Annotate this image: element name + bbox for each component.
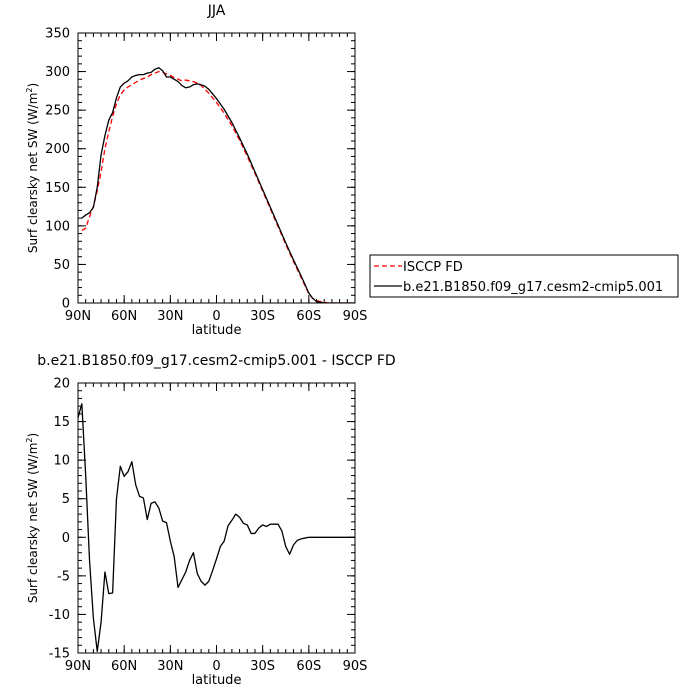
y-tick-label: 300 xyxy=(45,65,70,80)
y-tick-label: -5 xyxy=(57,569,70,584)
y-axis-label-main: Surf clearsky net SW (W/m xyxy=(26,443,40,604)
x-tick-label: 90N xyxy=(65,659,91,674)
y-axis-label-close: ) xyxy=(26,433,40,438)
bottom-panel-difference: 90N 60N 30N 0 30S 60S 90S -15 -10 -5 0 5 10 15 20 b.e21… xyxy=(25,353,396,688)
x-tick-label: 90S xyxy=(343,309,368,324)
y-axis-label-main: Surf clearsky net SW (W/m xyxy=(26,93,40,254)
y-axis-label: Surf clearsky net SW (W/m2) xyxy=(25,433,40,603)
series-line-b-e21-b1850-f09-g17-cesm2-cmip5-001 xyxy=(81,67,355,303)
x-tick-label: 60S xyxy=(296,659,321,674)
plot-frame xyxy=(77,382,356,654)
y-tick-label: -15 xyxy=(49,647,70,662)
chart-title: JJA xyxy=(207,3,226,19)
y-axis-label-superscript: 2 xyxy=(25,88,34,93)
x-tick-label: 90N xyxy=(65,309,91,324)
x-tick-label: 0 xyxy=(212,659,220,674)
y-tick-label: 20 xyxy=(53,377,70,392)
y-tick-label: 0 xyxy=(62,531,70,546)
y-tick-label: 150 xyxy=(45,181,70,196)
legend-entry-label: ISCCP FD xyxy=(403,260,463,275)
y-tick-label: 350 xyxy=(45,27,70,42)
y-axis-label-superscript: 2 xyxy=(25,438,34,443)
x-tick-label: 30S xyxy=(250,309,275,324)
series-line-difference xyxy=(78,403,355,653)
y-tick-label: 50 xyxy=(53,258,70,273)
y-axis-label-close: ) xyxy=(26,83,40,88)
x-tick-label: 30N xyxy=(157,309,183,324)
legend-box xyxy=(369,254,679,298)
legend-entry-label: b.e21.B1850.f09_g17.cesm2-cmip5.001 xyxy=(403,280,663,295)
y-tick-label: 100 xyxy=(45,219,70,234)
x-tick-label: 60N xyxy=(111,309,137,324)
plot-frame xyxy=(77,32,356,304)
x-axis-label: latitude xyxy=(192,673,242,688)
y-tick-label: -10 xyxy=(49,608,70,623)
y-tick-label: 0 xyxy=(62,297,70,312)
x-tick-label: 30S xyxy=(250,659,275,674)
y-tick-label: 15 xyxy=(53,415,70,430)
y-axis-label: Surf clearsky net SW (W/m2) xyxy=(25,83,40,253)
y-tick-label: 200 xyxy=(45,142,70,157)
chart-title: b.e21.B1850.f09_g17.cesm2-cmip5.001 - IS… xyxy=(37,353,395,369)
x-tick-label: 90S xyxy=(343,659,368,674)
top-panel-legend: ISCCP FD b.e21.B1850.f09_g17.cesm2-cmip5.… xyxy=(369,254,679,298)
series-line-isccp-fd xyxy=(81,70,355,303)
x-tick-label: 30N xyxy=(157,659,183,674)
x-tick-label: 0 xyxy=(212,309,220,324)
y-tick-label: 250 xyxy=(45,104,70,119)
y-tick-label: 5 xyxy=(62,492,70,507)
x-tick-label: 60N xyxy=(111,659,137,674)
x-axis-label: latitude xyxy=(192,323,242,338)
top-panel-clearsky-net-sw: 90N 60N 30N 0 30S 60S 90S 0 50 100 150 200 250 300 350… xyxy=(25,3,367,338)
y-tick-label: 10 xyxy=(53,454,70,469)
x-tick-label: 60S xyxy=(296,309,321,324)
